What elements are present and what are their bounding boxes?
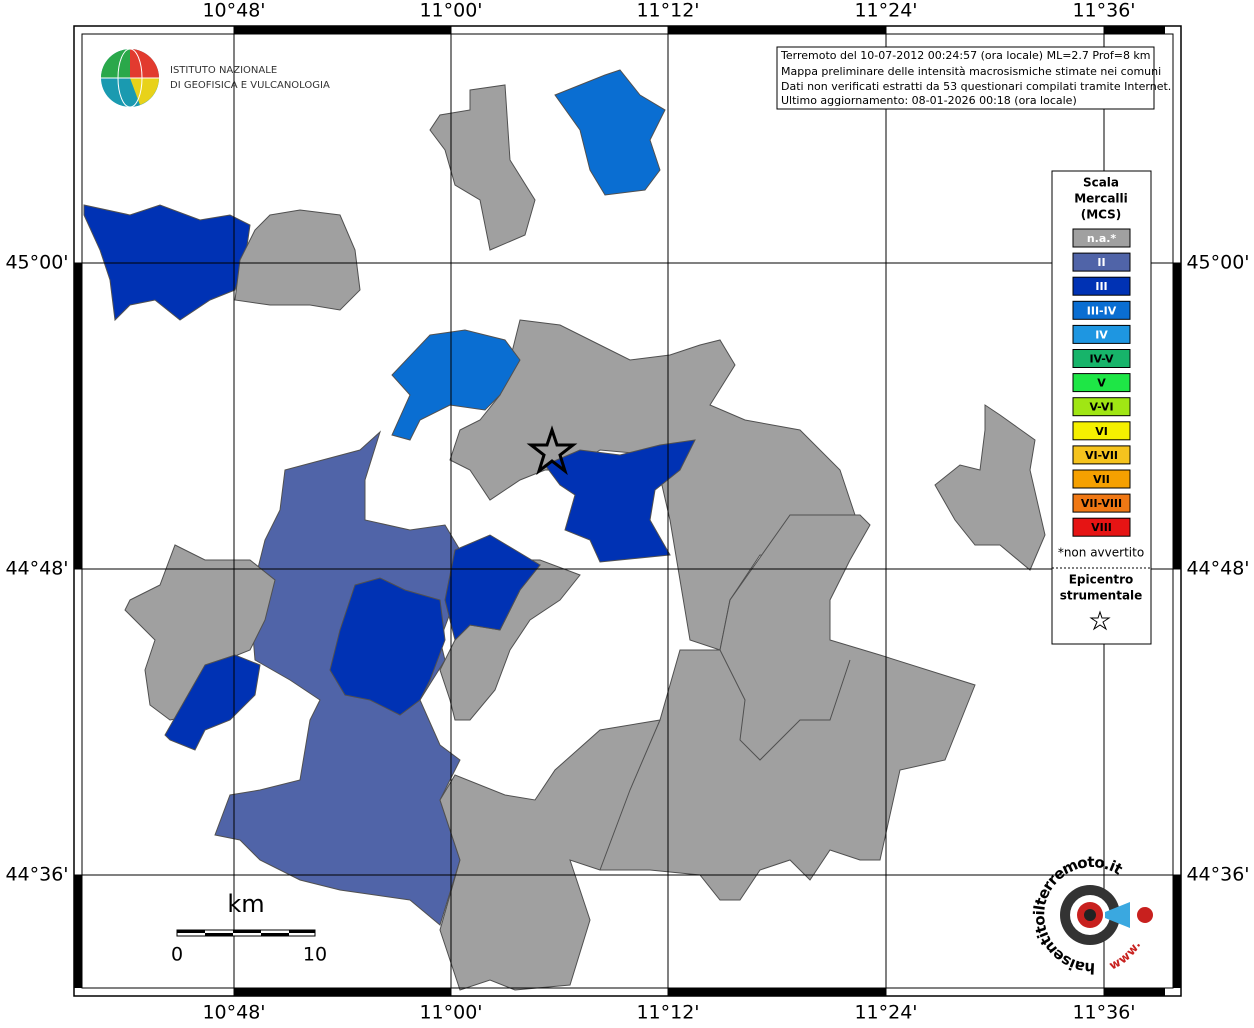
lon-label: 10°48' xyxy=(202,0,265,22)
epicenter-star xyxy=(526,425,578,476)
region xyxy=(429,84,536,251)
region xyxy=(234,209,361,311)
legend-title: (MCS) xyxy=(1081,208,1122,222)
legend-title: Scala xyxy=(1083,176,1119,190)
legend-swatch xyxy=(1072,493,1131,513)
lon-label: 11°24' xyxy=(854,0,917,22)
lat-label: 45°00' xyxy=(1186,252,1249,274)
scale-tick: 10 xyxy=(303,944,327,966)
lat-label: 44°48' xyxy=(5,558,68,580)
lat-label: 45°00' xyxy=(5,252,68,274)
legend-title: Mercalli xyxy=(1074,192,1128,206)
logo-text: ISTITUTO NAZIONALE xyxy=(170,65,277,76)
legend-epicenter: strumentale xyxy=(1060,589,1143,603)
border xyxy=(719,649,851,761)
legend: Scala Mercalli (MCS) *non avvertito Epic… xyxy=(1051,170,1152,645)
legend-label: VIII xyxy=(1091,521,1112,534)
lon-label: 11°36' xyxy=(1072,1002,1135,1024)
legend-label: II xyxy=(1097,256,1105,269)
legend-label: VII-VIII xyxy=(1081,497,1122,510)
lat-label: 44°36' xyxy=(5,864,68,886)
legend-swatch xyxy=(1072,228,1131,248)
legend-swatch xyxy=(1072,276,1131,296)
region xyxy=(164,654,261,751)
legend-label: III xyxy=(1095,280,1107,293)
region xyxy=(439,514,976,991)
legend-swatch xyxy=(1072,421,1131,441)
info-box: Terremoto del 10-07-2012 00:24:57 (ora l… xyxy=(776,46,1171,110)
region xyxy=(544,439,696,563)
info-line: Terremoto del 10-07-2012 00:24:57 (ora l… xyxy=(780,49,1151,62)
legend-label: n.a.* xyxy=(1087,232,1117,245)
legend-swatch xyxy=(1072,397,1131,417)
legend-label: VI xyxy=(1095,425,1108,438)
watermark-prefix: www. xyxy=(1107,938,1143,972)
lat-label: 44°48' xyxy=(1186,558,1249,580)
legend-swatch xyxy=(1072,349,1131,368)
legend-label: IV xyxy=(1095,328,1108,341)
lon-label: 11°00' xyxy=(419,0,482,22)
region xyxy=(391,329,521,441)
scale-bar: km 0 10 xyxy=(171,890,327,966)
region xyxy=(329,577,446,716)
lon-label: 11°24' xyxy=(854,1002,917,1024)
legend-label: V-VI xyxy=(1089,401,1113,414)
legend-swatch xyxy=(1072,469,1131,489)
scale-tick: 0 xyxy=(171,944,183,966)
lon-label: 11°00' xyxy=(419,1002,482,1024)
lat-label: 44°36' xyxy=(1186,864,1249,886)
legend-swatch xyxy=(1072,300,1131,320)
coordinates: 10°48' 11°00' 11°12' 11°24' 11°36' 10°48… xyxy=(5,0,1249,1024)
lon-label: 11°12' xyxy=(636,0,699,22)
region xyxy=(934,404,1046,571)
legend-label: V xyxy=(1097,377,1106,390)
legend-swatch xyxy=(1072,324,1131,344)
ingv-logo: ISTITUTO NAZIONALE DI GEOFISICA E VULCAN… xyxy=(101,48,330,108)
region xyxy=(124,544,276,721)
frame xyxy=(73,25,1182,997)
lon-label: 10°48' xyxy=(202,1002,265,1024)
legend-swatch xyxy=(1072,252,1131,272)
region xyxy=(444,534,541,641)
legend-swatch xyxy=(1072,445,1131,465)
info-line: Mappa preliminare delle intensità macros… xyxy=(781,65,1161,78)
lon-label: 11°36' xyxy=(1072,0,1135,22)
watermark-prefix-text: www. xyxy=(1107,938,1143,972)
info-line: Ultimo aggiornamento: 08-01-2026 00:18 (… xyxy=(781,94,1077,107)
info-line: Dati non verificati estratti da 53 quest… xyxy=(781,80,1171,93)
scale-unit: km xyxy=(227,890,264,918)
lon-label: 11°12' xyxy=(636,1002,699,1024)
border xyxy=(599,719,661,871)
legend-label: VII xyxy=(1093,473,1110,486)
watermark: haisentitoilterremoto.it www. xyxy=(1029,852,1153,978)
legend-epicenter: Epicentro xyxy=(1069,573,1134,587)
legend-note: *non avvertito xyxy=(1058,546,1144,560)
legend-label: VI-VII xyxy=(1085,449,1118,462)
region xyxy=(554,69,666,196)
legend-swatch xyxy=(1072,373,1131,393)
legend-swatch xyxy=(1072,517,1131,537)
regions xyxy=(83,69,1046,991)
legend-label: IV-V xyxy=(1089,353,1114,366)
legend-label: III-IV xyxy=(1087,304,1117,317)
logo-text: DI GEOFISICA E VULCANOLOGIA xyxy=(170,80,330,91)
